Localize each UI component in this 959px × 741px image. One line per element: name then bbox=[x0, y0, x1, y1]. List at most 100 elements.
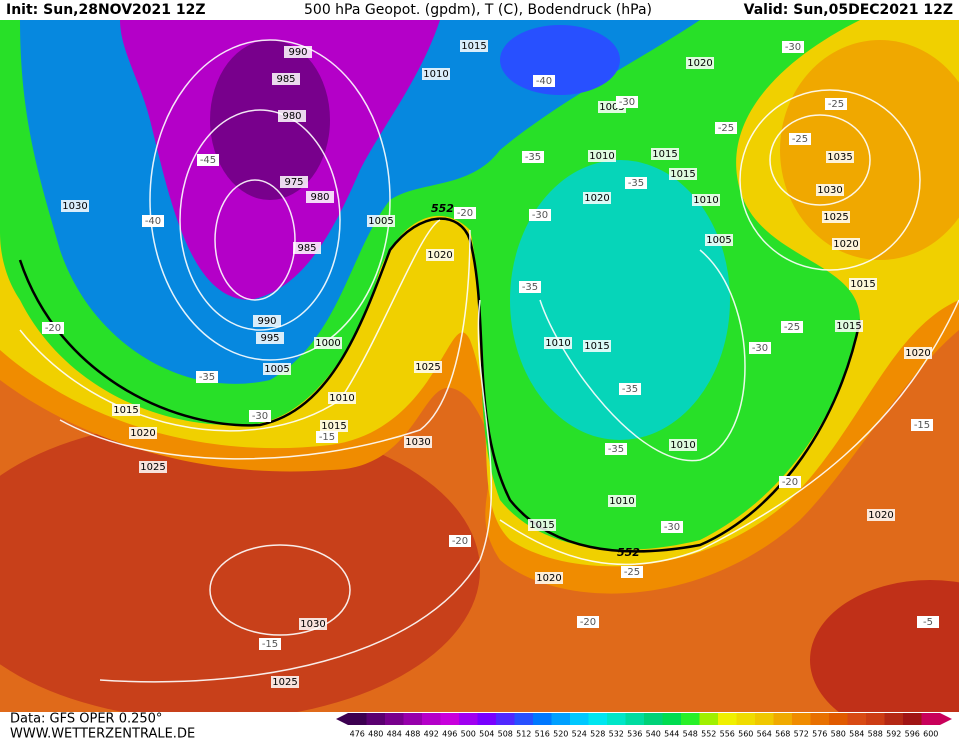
temperature-label: -25 bbox=[718, 123, 734, 134]
isobar-label-bg bbox=[528, 519, 556, 531]
colorbar-swatch bbox=[514, 713, 533, 725]
colorbar-swatch bbox=[829, 713, 848, 725]
colorbar-label: 592 bbox=[886, 730, 901, 739]
temperature-label: -35 bbox=[522, 282, 538, 293]
colorbar: 476 480 484 488 492 496 500 504 508 512 516 520 524 5… bbox=[336, 713, 952, 739]
colorbar-label: 484 bbox=[387, 730, 402, 739]
isobar-label-bg bbox=[583, 340, 611, 352]
colorbar-swatch bbox=[884, 713, 903, 725]
colorbar-swatch bbox=[459, 713, 478, 725]
isobar-label: 1010 bbox=[670, 440, 695, 451]
isobar-label-bg bbox=[320, 420, 348, 432]
isobar-label: 1015 bbox=[850, 279, 875, 290]
temperature-label-bg bbox=[316, 431, 338, 443]
temperature-label-bg bbox=[249, 410, 271, 422]
temperature-label: -20 bbox=[45, 323, 61, 334]
colorbar-label: 584 bbox=[849, 730, 864, 739]
isobar-label: 1015 bbox=[836, 321, 861, 332]
colorbar-swatch bbox=[921, 713, 940, 725]
isobar-label-bg bbox=[426, 249, 454, 261]
isobar-label-bg bbox=[271, 676, 299, 688]
temperature-label-bg bbox=[917, 616, 939, 628]
temperature-label: -15 bbox=[914, 420, 930, 431]
isobar-label-bg bbox=[669, 168, 697, 180]
isobar-label: 1010 bbox=[609, 496, 634, 507]
isobar-label: 1005 bbox=[706, 235, 731, 246]
isobar-label-bg bbox=[314, 337, 342, 349]
contour-552-label: 552 bbox=[431, 202, 454, 215]
isobar-label: 1020 bbox=[905, 348, 930, 359]
isobar-label: 980 bbox=[310, 192, 329, 203]
isobar-label: 1005 bbox=[599, 102, 624, 113]
temperature-label-bg bbox=[577, 616, 599, 628]
map-title: 500 hPa Geopot. (gpdm), T (C), Bodendruc… bbox=[304, 2, 652, 18]
colorbar-swatch bbox=[773, 713, 792, 725]
colorbar-swatch bbox=[348, 713, 367, 725]
temperature-label: -35 bbox=[608, 444, 624, 455]
colorbar-swatch bbox=[496, 713, 515, 725]
isobar-label-bg bbox=[460, 40, 488, 52]
isobar-label-bg bbox=[112, 404, 140, 416]
temperature-label: -25 bbox=[624, 567, 640, 578]
temperature-label-bg bbox=[779, 476, 801, 488]
colorbar-swatch bbox=[422, 713, 441, 725]
colorbar-label: 548 bbox=[683, 730, 698, 739]
colorbar-swatch bbox=[607, 713, 626, 725]
colorbar-swatch bbox=[736, 713, 755, 725]
temperature-label-bg bbox=[605, 443, 627, 455]
isobar-label: 1000 bbox=[315, 338, 340, 349]
temperature-label-bg bbox=[825, 98, 847, 110]
map bbox=[0, 20, 959, 740]
isobar-label: 1005 bbox=[368, 216, 393, 227]
colorbar-label: 572 bbox=[794, 730, 809, 739]
isobar-label-bg bbox=[328, 392, 356, 404]
isobar-label: 990 bbox=[288, 47, 307, 58]
temperature-label: -15 bbox=[319, 432, 335, 443]
colorbar-label: 552 bbox=[701, 730, 716, 739]
isobar-label: 1025 bbox=[272, 677, 297, 688]
isobar-label: 1015 bbox=[113, 405, 138, 416]
isobar-label: 1015 bbox=[529, 520, 554, 531]
isobar-label-bg bbox=[129, 427, 157, 439]
temperature-label-bg bbox=[789, 133, 811, 145]
colorbar-swatch bbox=[644, 713, 663, 725]
colorbar-swatch bbox=[588, 713, 607, 725]
isobar-label-bg bbox=[404, 436, 432, 448]
isobar-label: 1025 bbox=[415, 362, 440, 373]
temperature-label-bg bbox=[911, 419, 933, 431]
temperature-label-bg bbox=[529, 209, 551, 221]
isobar-label: 1015 bbox=[584, 341, 609, 352]
colorbar-swatch bbox=[403, 713, 422, 725]
temperature-label-bg bbox=[449, 535, 471, 547]
colorbar-label: 504 bbox=[479, 730, 494, 739]
isobar-label-bg bbox=[414, 361, 442, 373]
colorbar-label: 500 bbox=[461, 730, 476, 739]
colorbar-label: 600 bbox=[923, 730, 938, 739]
isobar-label-bg bbox=[822, 211, 850, 223]
temperature-label: -5 bbox=[923, 617, 933, 628]
temperature-label-bg bbox=[197, 154, 219, 166]
isobar-label-bg bbox=[278, 110, 306, 122]
colorbar-swatch bbox=[866, 713, 885, 725]
colorbar-swatch bbox=[533, 713, 552, 725]
isobar-label: 1015 bbox=[670, 169, 695, 180]
temperature-label-bg bbox=[749, 342, 771, 354]
isobar-label: 1015 bbox=[321, 421, 346, 432]
temperature-label: -25 bbox=[784, 322, 800, 333]
colorbar-label: 492 bbox=[424, 730, 439, 739]
isobar-label: 1030 bbox=[62, 201, 87, 212]
isobar-label-bg bbox=[253, 315, 281, 327]
colorbar-label: 544 bbox=[664, 730, 679, 739]
website: WWW.WETTERZENTRALE.DE bbox=[10, 727, 195, 741]
isobar-label: 1025 bbox=[823, 212, 848, 223]
colorbar-label: 540 bbox=[646, 730, 661, 739]
colorbar-label: 508 bbox=[498, 730, 513, 739]
temperature-label: -30 bbox=[664, 522, 680, 533]
colorbar-swatch bbox=[681, 713, 700, 725]
isobar-label: 980 bbox=[282, 111, 301, 122]
temperature-label: -30 bbox=[619, 97, 635, 108]
temperature-label-bg bbox=[142, 215, 164, 227]
isobar-label-bg bbox=[832, 238, 860, 250]
temperature-label: -30 bbox=[532, 210, 548, 221]
isobar-label-bg bbox=[367, 215, 395, 227]
